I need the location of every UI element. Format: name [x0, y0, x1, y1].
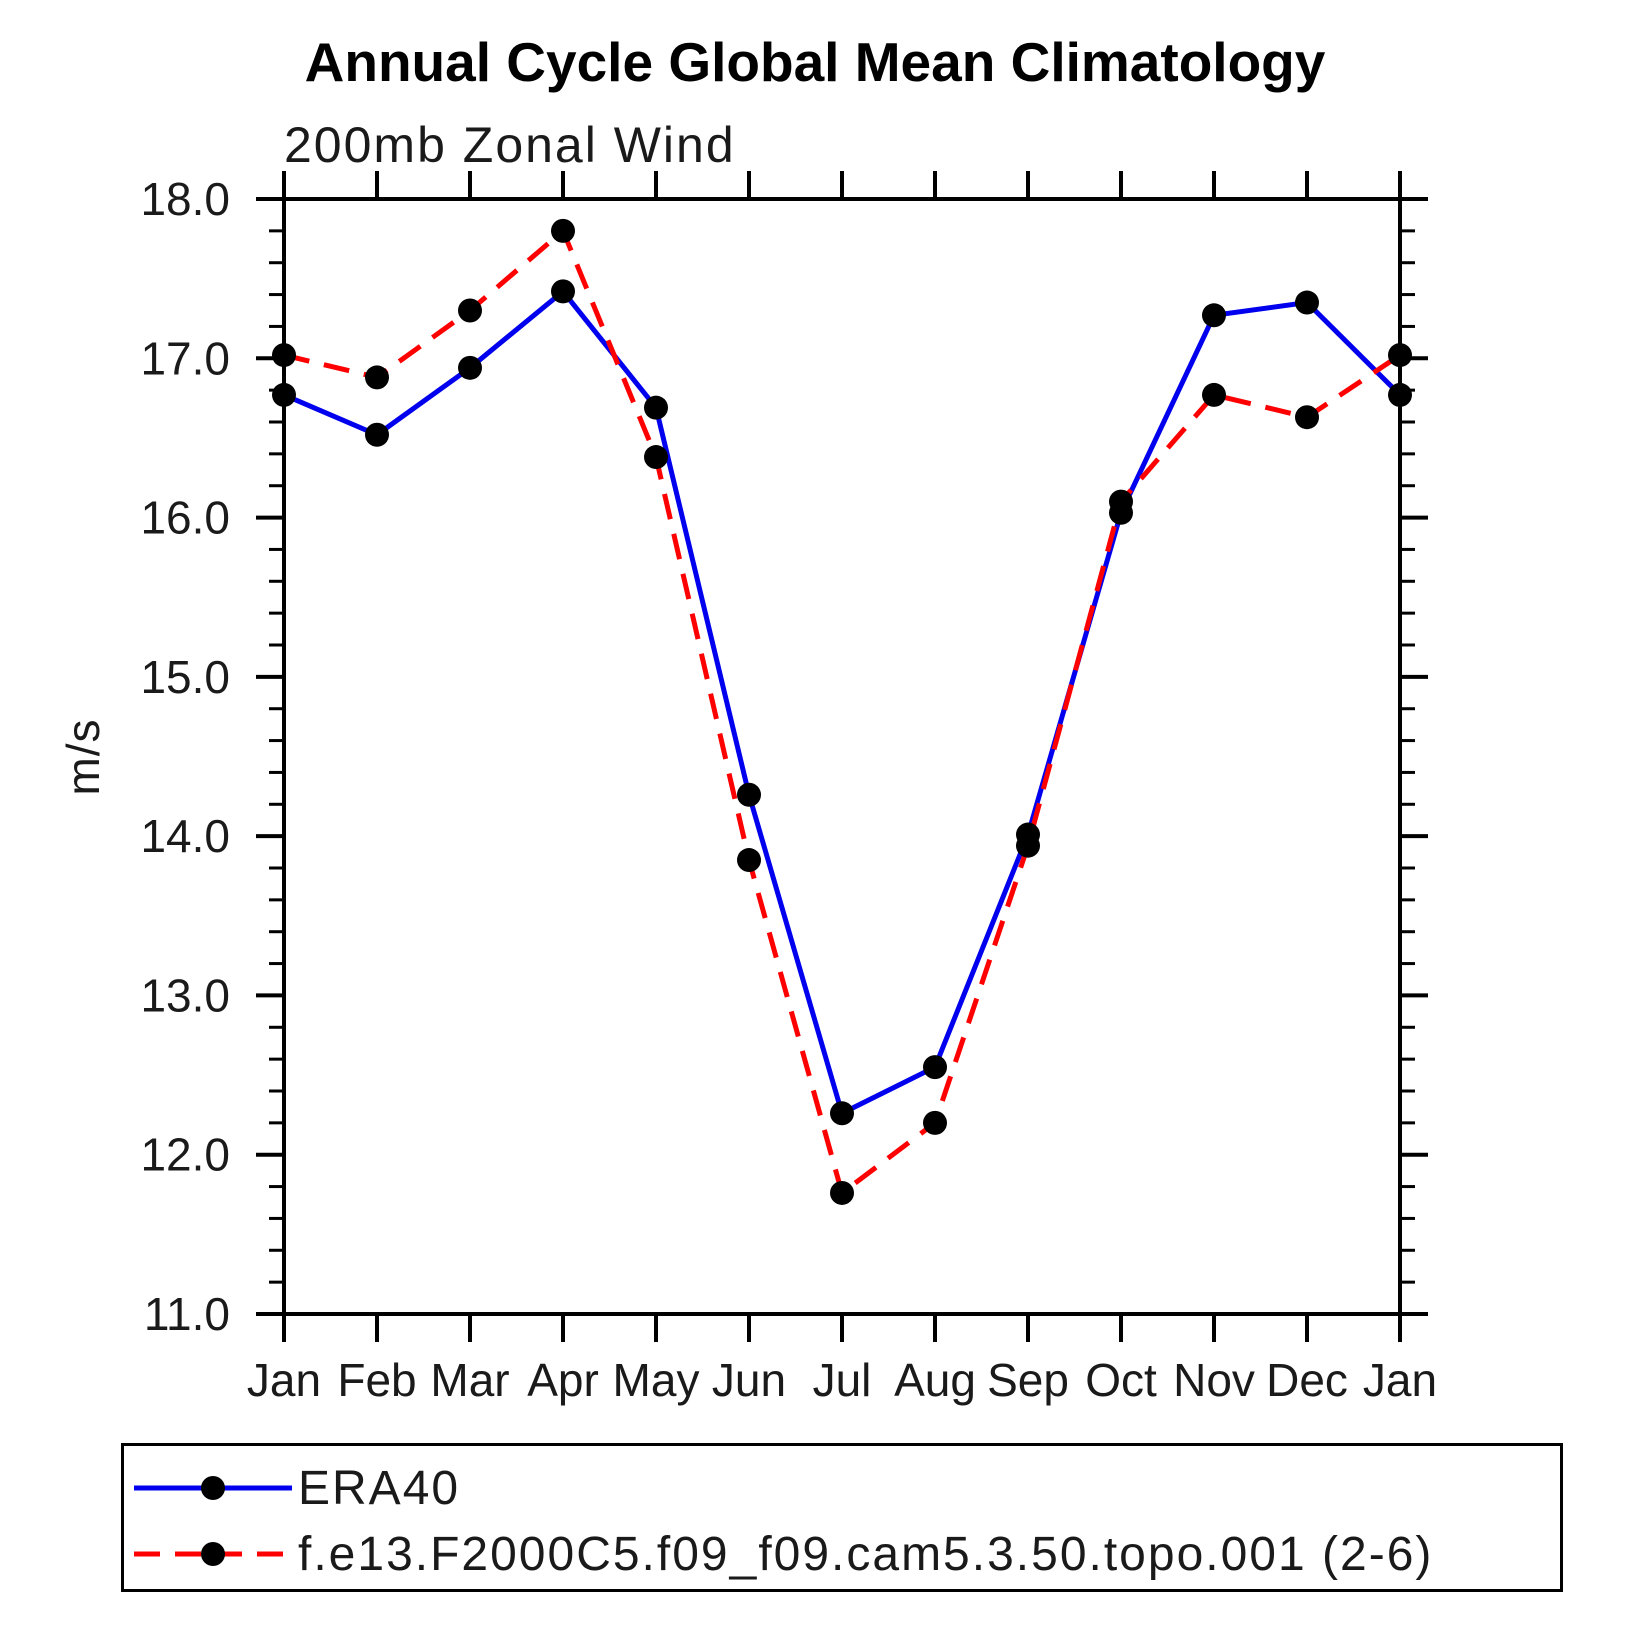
data-point-0-Aug [923, 1055, 947, 1080]
y-tick-label: 15.0 [140, 651, 230, 703]
legend-line-sample-era40 [134, 1476, 292, 1500]
y-tick-label: 11.0 [144, 1288, 230, 1340]
data-point-0-Dec [1295, 290, 1319, 315]
y-tick-label: 17.0 [140, 332, 230, 384]
chart-subtitle: 200mb Zonal Wind [284, 117, 736, 173]
legend-marker-icon [201, 1542, 225, 1566]
data-point-1-Feb [365, 365, 389, 390]
data-point-0-Jan [272, 382, 296, 407]
data-point-1-Jan [272, 343, 296, 368]
y-tick-label: 14.0 [140, 810, 230, 862]
x-tick-label: May [613, 1354, 700, 1406]
x-tick-label: Mar [430, 1354, 509, 1406]
x-tick-label: Nov [1173, 1354, 1255, 1406]
chart-title: Annual Cycle Global Mean Climatology [304, 31, 1326, 93]
data-point-1-Nov [1202, 382, 1226, 407]
x-tick-label: Oct [1085, 1354, 1157, 1406]
data-point-1-Mar [458, 298, 482, 323]
legend: ERA40 f.e13.F2000C5.f09_f09.cam5.3.50.to… [121, 1443, 1563, 1592]
y-tick-label: 12.0 [140, 1129, 230, 1181]
data-point-1-Apr [551, 218, 575, 243]
legend-label-era40: ERA40 [298, 1461, 461, 1515]
series-line-0 [283, 287, 1402, 1117]
data-point-1-May [644, 445, 668, 470]
data-point-1-Jun [737, 848, 761, 873]
data-point-1-Dec [1295, 405, 1319, 430]
data-point-0-Mar [458, 355, 482, 380]
y-tick-label: 18.0 [140, 173, 230, 225]
x-tick-label: Aug [894, 1354, 976, 1406]
y-tick-label: 16.0 [140, 492, 230, 544]
legend-line-sample-model [134, 1542, 292, 1566]
x-tick-label: Jul [813, 1354, 872, 1406]
data-point-0-Feb [365, 422, 389, 447]
x-tick-label: Jun [712, 1354, 786, 1406]
data-point-1-Aug [923, 1110, 947, 1135]
x-tick-label: Jan [247, 1354, 321, 1406]
legend-item-era40: ERA40 [130, 1462, 460, 1515]
data-point-0-Jul [830, 1101, 854, 1126]
data-point-1-Jan [1388, 343, 1412, 368]
data-point-0-Nov [1202, 303, 1226, 328]
series-line-1 [283, 226, 1402, 1198]
data-point-0-Jan [1388, 382, 1412, 407]
y-tick-label: 13.0 [140, 969, 230, 1021]
x-tick-label: Apr [527, 1354, 599, 1406]
data-point-0-Jun [737, 782, 761, 807]
x-tick-label: Jan [1363, 1354, 1437, 1406]
data-point-0-Apr [551, 279, 575, 304]
x-tick-label: Dec [1266, 1354, 1348, 1406]
data-point-0-May [644, 395, 668, 420]
data-point-1-Jul [830, 1180, 854, 1205]
legend-label-model: f.e13.F2000C5.f09_f09.cam5.3.50.topo.001… [298, 1527, 1434, 1581]
x-tick-label: Feb [337, 1354, 416, 1406]
x-tick-label: Sep [987, 1354, 1069, 1406]
legend-marker-icon [201, 1476, 225, 1500]
legend-item-model: f.e13.F2000C5.f09_f09.cam5.3.50.topo.001… [130, 1528, 1433, 1581]
data-point-1-Sep [1016, 833, 1040, 858]
data-point-1-Oct [1109, 489, 1133, 514]
plot-frame [282, 197, 1402, 1316]
